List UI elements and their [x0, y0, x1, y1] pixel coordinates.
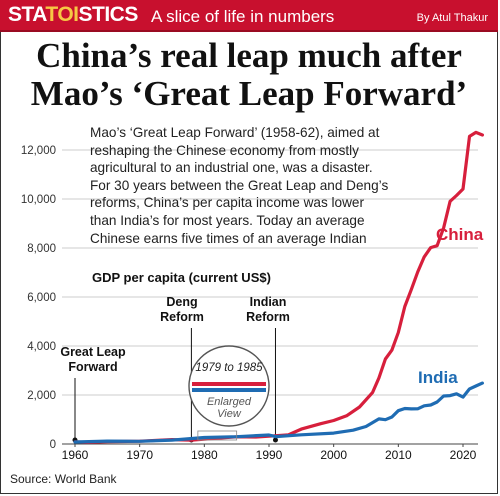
intro-text: Mao’s ‘Great Leap Forward’ (1958-62), ai… — [90, 124, 390, 247]
tagline: A slice of life in numbers — [151, 7, 335, 26]
annotation-label: Forward — [68, 360, 117, 374]
intro-line: Mao’s ‘Great Leap Forward’ (1958-62), ai… — [90, 125, 380, 140]
header-banner: STATOISTICS A slice of life in numbers B… — [0, 0, 498, 32]
y-tick-label: 4,000 — [27, 341, 56, 353]
x-tick-label: 2010 — [385, 448, 412, 462]
intro-line: For 30 years between the Great Leap and … — [90, 177, 389, 193]
inset-caption: Enlarged — [207, 396, 252, 408]
x-tick-label: 1960 — [62, 448, 89, 462]
y-tick-label: 6,000 — [27, 292, 56, 304]
annotation-label: Great Leap — [60, 345, 126, 359]
brand-part-c: STICS — [78, 3, 139, 26]
y-axis-title: GDP per capita (current US$) — [92, 270, 271, 285]
y-tick-label: 0 — [50, 439, 56, 451]
headline-line-2: Mao’s ‘Great Leap Forward’ — [30, 74, 468, 113]
x-tick-label: 1980 — [191, 448, 218, 462]
series-label-india: India — [418, 368, 458, 387]
series-label-china: China — [436, 225, 484, 244]
annotation-label: Reform — [160, 310, 204, 324]
byline: By Atul Thakur — [416, 12, 488, 24]
intro-line: reshaping the Chinese economy from mostl… — [90, 142, 359, 158]
brand-part-a: STA — [8, 3, 46, 26]
x-tick-label: 1990 — [256, 448, 283, 462]
annotation-label: Reform — [246, 310, 290, 324]
brand-part-toi: TOI — [45, 3, 79, 26]
annotation-label: Indian — [250, 295, 287, 309]
x-tick-label: 1970 — [126, 448, 153, 462]
zoom-region-box — [197, 430, 238, 441]
intro-line: agricultural to an industrial one, was a… — [90, 160, 373, 176]
intro-line: Chinese earns five times of an average I… — [90, 230, 367, 246]
y-tick-label: 2,000 — [27, 390, 56, 402]
inset-title: 1979 to 1985 — [195, 362, 263, 374]
x-tick-label: 2000 — [320, 448, 347, 462]
intro-line: reforms, China’s per capita income was l… — [90, 195, 364, 211]
x-tick-label: 2020 — [450, 448, 477, 462]
y-tick-label: 12,000 — [21, 145, 56, 157]
inset-caption: View — [217, 408, 242, 420]
y-tick-label: 10,000 — [21, 194, 56, 206]
source-note: Source: World Bank — [10, 472, 117, 486]
y-tick-label: 8,000 — [27, 243, 56, 255]
series-line-india — [73, 381, 484, 444]
annotation-label: Deng — [166, 295, 197, 309]
headline-line-1: China’s real leap much after — [36, 36, 462, 75]
intro-line: than India’s for most years. Today an av… — [90, 212, 365, 228]
annotation-dot — [272, 437, 278, 443]
brand-logo: STATOISTICS — [8, 3, 138, 27]
